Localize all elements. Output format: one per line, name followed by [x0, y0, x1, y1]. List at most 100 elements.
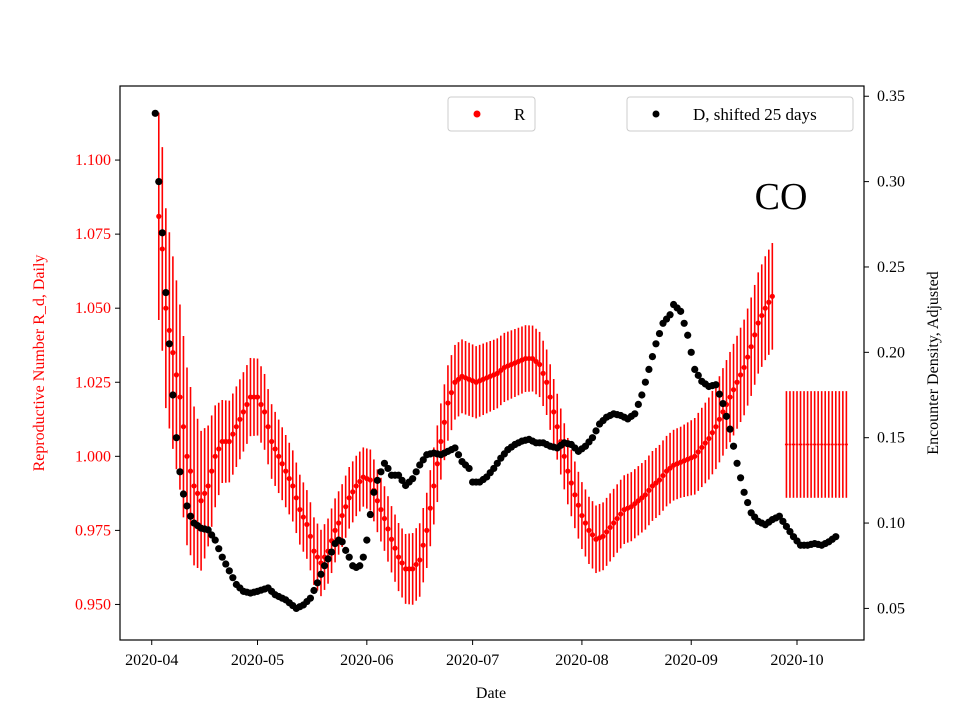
d-point [345, 553, 353, 561]
r-point [237, 416, 243, 422]
r-point [427, 505, 433, 511]
r-point [240, 409, 247, 415]
r-point [565, 468, 571, 474]
d-point [162, 288, 170, 297]
d-point [155, 178, 163, 186]
d-point [680, 319, 688, 327]
d-point [218, 553, 226, 561]
d-point [327, 548, 336, 556]
y-right-tick-label: 0.25 [877, 259, 905, 276]
r-point [646, 487, 652, 493]
d-point [211, 536, 219, 544]
r-point [413, 561, 419, 568]
r-point [424, 527, 430, 533]
d-point [208, 531, 216, 539]
r-point [769, 293, 775, 299]
d-point [740, 488, 748, 496]
y-right-tick-label: 0.10 [877, 515, 905, 532]
r-point [357, 478, 363, 485]
r-point [551, 409, 557, 415]
r-point [212, 453, 218, 459]
d-point [677, 307, 685, 315]
r-point [547, 394, 553, 400]
d-point [592, 427, 600, 435]
d-point [416, 461, 424, 469]
d-point [588, 434, 597, 442]
d-point [719, 399, 727, 408]
d-point [652, 340, 660, 348]
r-point [434, 461, 440, 467]
r-series [156, 112, 848, 605]
r-point [561, 453, 567, 459]
r-point [498, 367, 504, 374]
r-point [261, 409, 268, 415]
r-point [307, 533, 314, 539]
r-point [716, 416, 723, 422]
d-point [634, 400, 642, 409]
legend-d: D, shifted 25 days [626, 96, 854, 132]
r-point [537, 361, 543, 368]
y-axis-right-label: Encounter Density, Adjusted [925, 271, 942, 454]
d-point [733, 459, 741, 467]
r-point [639, 495, 645, 501]
r-point [205, 483, 211, 489]
r-point [660, 472, 666, 479]
r-point [388, 536, 395, 542]
r-point [713, 424, 719, 430]
d-point [744, 498, 752, 507]
r-point [378, 507, 384, 513]
r-point [279, 461, 285, 467]
d-point [306, 594, 315, 602]
r-point [699, 444, 705, 451]
r-point [283, 468, 289, 474]
d-point [465, 464, 473, 473]
r-point [455, 376, 462, 382]
r-point [336, 520, 342, 526]
y-left-tick-label: 1.075 [75, 226, 111, 243]
r-point [297, 507, 303, 513]
y-axis-right: 0.05 0.10 0.15 0.20 0.25 0.30 0.35 [864, 88, 905, 617]
r-point [332, 527, 338, 533]
d-point [165, 340, 173, 348]
d-point [342, 546, 350, 554]
d-point [782, 522, 791, 531]
r-point [582, 520, 589, 526]
r-point [374, 498, 381, 504]
r-point [586, 527, 592, 533]
r-point [399, 560, 405, 566]
x-tick-label: 2020-09 [665, 652, 718, 669]
state-annotation: CO [755, 176, 808, 218]
r-point [709, 430, 715, 436]
r-point [244, 401, 250, 408]
r-point [533, 358, 539, 365]
d-point [779, 517, 787, 525]
y-left-tick-label: 0.975 [75, 522, 111, 539]
d-point [775, 512, 783, 520]
x-tick-label: 2020-08 [555, 652, 608, 669]
r-point [184, 453, 190, 459]
r-point [417, 557, 423, 563]
d-point [169, 391, 177, 399]
d-point [631, 410, 639, 418]
x-axis: 2020-04 2020-05 2020-06 2020-07 2020-08 2020-… [125, 640, 824, 669]
r-point [226, 438, 232, 445]
d-point [359, 553, 367, 561]
x-tick-label: 2020-05 [231, 652, 284, 669]
d-point [412, 468, 420, 476]
r-point [642, 492, 648, 498]
d-point [363, 536, 371, 544]
d-point [493, 459, 501, 467]
d-point [338, 538, 346, 546]
r-point [614, 515, 620, 522]
r-point [265, 424, 271, 430]
r-point [603, 529, 610, 535]
r-point [343, 504, 349, 510]
y-right-tick-label: 0.20 [877, 344, 905, 361]
d-point [370, 488, 378, 496]
d-point [729, 442, 738, 450]
d-point [722, 412, 731, 420]
r-point [748, 344, 754, 350]
r-point [653, 480, 659, 486]
d-point [684, 331, 692, 339]
d-point [366, 510, 374, 519]
